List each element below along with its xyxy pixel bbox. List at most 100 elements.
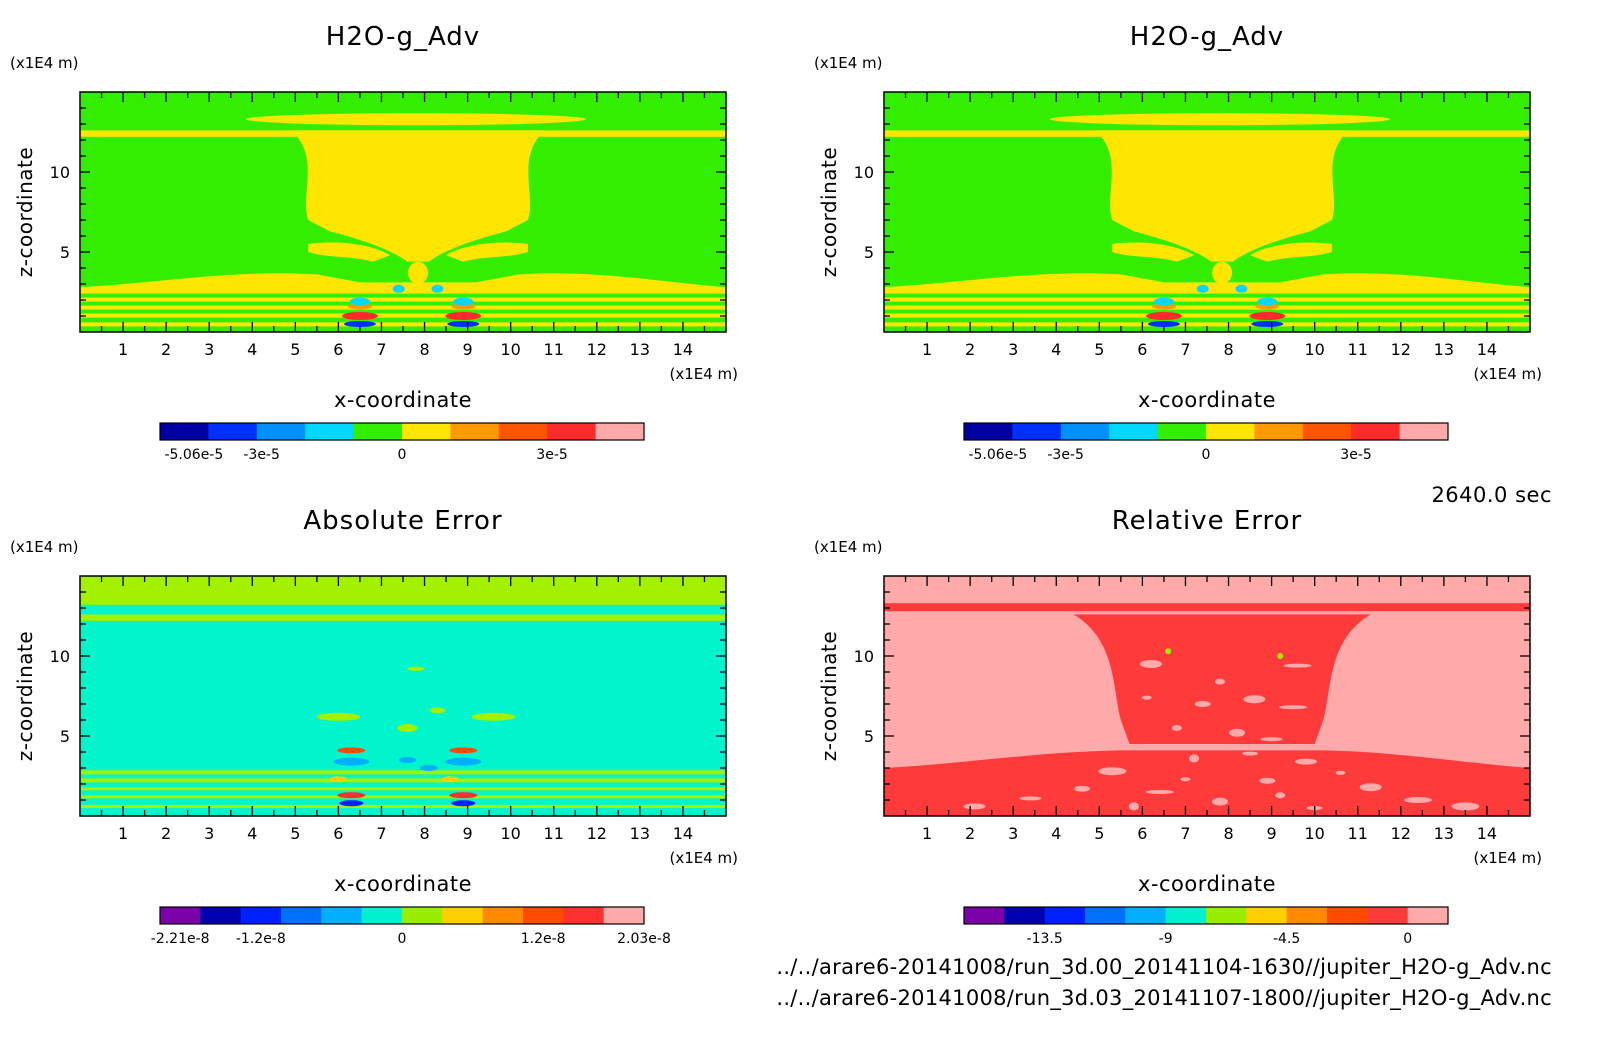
colorbar-swatch (450, 423, 500, 440)
colorbar-label: -13.5 (1027, 931, 1063, 947)
field-blob (1147, 321, 1180, 327)
colorbar-swatch (1206, 423, 1255, 440)
x-tick-label: 5 (1094, 824, 1104, 843)
colorbar: -5.06e-5 -3e-5 0 3e-5 (159, 422, 645, 463)
colorbar-swatch (1351, 423, 1401, 440)
y-axis-label: z-coordinate (817, 147, 841, 277)
y-axis-label: z-coordinate (13, 147, 37, 277)
colorbar-swatch (547, 423, 597, 440)
x-tick-label: 4 (247, 340, 257, 359)
field-blob (337, 747, 366, 754)
x-tick-label: 12 (1391, 824, 1411, 843)
x-tick-label: 2 (161, 824, 171, 843)
field-blob (1140, 660, 1163, 668)
x-tick-label: 11 (1348, 340, 1368, 359)
chart-panel-2: H2O-g_Adv(x1E4 m)1 2 3 4 5 6 7 8 9 10 11 12 13 14510(… (814, 22, 1542, 463)
colorbar-swatch (200, 907, 242, 924)
x-unit-label: (x1E4 m) (669, 365, 738, 383)
field-blob (1165, 648, 1172, 655)
colorbar-swatch (402, 907, 443, 924)
field-blob (1171, 725, 1182, 731)
field-blob (1049, 113, 1390, 126)
field-blob (408, 261, 429, 284)
field-blob (1255, 303, 1280, 310)
field-blob (441, 776, 460, 783)
x-tick-label: 5 (1094, 340, 1104, 359)
x-tick-label: 14 (673, 824, 693, 843)
field-blob (451, 303, 476, 310)
field-blob (1211, 797, 1228, 806)
x-tick-label: 3 (204, 824, 214, 843)
field-blob (1074, 785, 1091, 792)
y-tick-label: 10 (854, 647, 874, 666)
field-blob (333, 757, 370, 766)
colorbar-label: -1.2e-8 (236, 931, 286, 947)
x-tick-label: 13 (630, 824, 650, 843)
field-blob (349, 297, 370, 306)
field-blob (1196, 284, 1209, 293)
field-region (1112, 242, 1195, 262)
heatmap-field (884, 92, 1530, 332)
colorbar-swatch (498, 423, 548, 440)
x-tick-label: 10 (1304, 824, 1324, 843)
timestamp: 2640.0 sec (1431, 483, 1552, 507)
x-tick-label: 10 (1304, 340, 1324, 359)
colorbar-label: 0 (1202, 447, 1211, 463)
field-blob (449, 792, 478, 799)
chart-panel-3: Absolute Error(x1E4 m)1 2 3 4 5 6 7 8 9 10 11 12 13 1… (10, 506, 738, 947)
colorbar-swatch (1060, 423, 1110, 440)
field-region (446, 242, 528, 262)
colorbar-label: 0 (398, 447, 407, 463)
field-blob (1279, 705, 1308, 710)
x-tick-label: 1 (118, 824, 128, 843)
x-tick-label: 3 (1008, 340, 1018, 359)
field-region (291, 130, 546, 262)
colorbar-swatch (1044, 907, 1086, 924)
field-blob (451, 800, 476, 807)
colorbar-swatch (353, 423, 403, 440)
y-tick-label: 5 (864, 727, 874, 746)
field-band (80, 787, 726, 791)
colorbar-label: -5.06e-5 (968, 447, 1027, 463)
x-tick-label: 8 (1223, 824, 1233, 843)
field-blob (1189, 754, 1200, 763)
field-blob (1404, 797, 1433, 803)
x-tick-label: 6 (1137, 340, 1147, 359)
x-tick-label: 13 (1434, 824, 1454, 843)
colorbar-swatch (595, 423, 645, 440)
field-blob (245, 113, 586, 126)
field-blob (1249, 312, 1286, 320)
field-blob (406, 666, 425, 671)
colorbar-frame (159, 422, 645, 441)
x-tick-label: 9 (1267, 824, 1277, 843)
colorbar-label: 0 (1403, 931, 1412, 947)
field-blob (1359, 783, 1382, 792)
colorbar-swatch (1254, 423, 1304, 440)
field-blob (337, 792, 366, 799)
colorbar-swatch (1012, 423, 1062, 440)
field-blob (1098, 767, 1127, 776)
x-axis-label: x-coordinate (334, 872, 472, 896)
x-tick-label: 13 (1434, 340, 1454, 359)
x-tick-label: 7 (1180, 824, 1190, 843)
x-tick-label: 8 (419, 340, 429, 359)
field-blob (397, 724, 418, 732)
field-blob (447, 321, 480, 327)
x-tick-label: 12 (1391, 340, 1411, 359)
colorbar-swatch (1399, 423, 1449, 440)
field-band (80, 297, 726, 302)
x-tick-label: 12 (587, 340, 607, 359)
field-blob (431, 284, 444, 293)
chart-title: Relative Error (1112, 506, 1303, 536)
x-tick-label: 3 (204, 340, 214, 359)
field-blob (392, 284, 405, 293)
colorbar-label: -5.06e-5 (164, 447, 223, 463)
field-blob (1019, 796, 1042, 801)
x-tick-label: 6 (333, 824, 343, 843)
colorbar-frame (963, 422, 1449, 441)
field-blob (963, 803, 986, 810)
colorbar-swatch (1085, 907, 1126, 924)
field-blob (1242, 751, 1259, 756)
field-blob (343, 321, 376, 327)
